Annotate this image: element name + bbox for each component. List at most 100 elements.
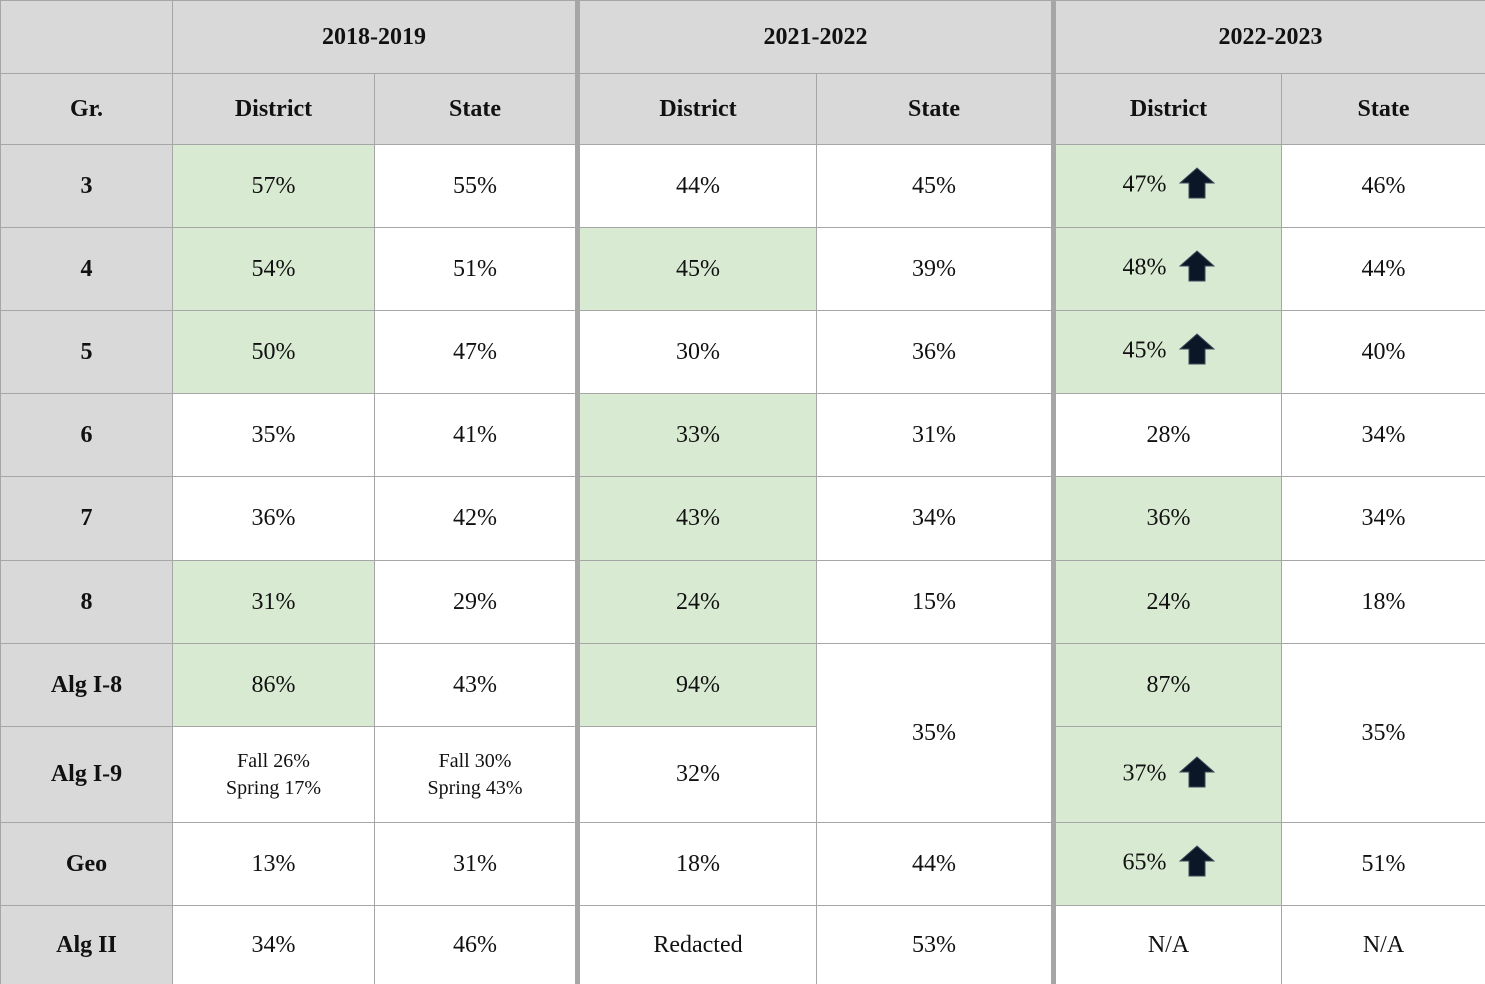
cell-text: 55% — [453, 172, 497, 199]
cell-text: 24% — [1146, 588, 1191, 615]
cell-text: N/A — [1362, 931, 1405, 958]
data-row: 5 50% 47% 30% 36% 45% 40% — [0, 310, 1485, 394]
value-cell: 24% — [577, 560, 817, 644]
column-header: District — [577, 73, 817, 145]
cell-text: 47% — [1122, 171, 1167, 198]
cell-text: 46% — [453, 931, 497, 958]
cell-text: 50% — [251, 338, 296, 365]
value-cell: 51% — [374, 227, 578, 311]
value-cell: 43% — [374, 643, 578, 727]
cell-text: 28% — [1146, 421, 1191, 448]
cell-text: 40% — [1361, 338, 1406, 365]
cell-text: 24% — [676, 588, 720, 615]
cell-text: 54% — [251, 255, 296, 282]
value-cell: Fall 26% Spring 17% — [172, 726, 375, 823]
value-cell: 45% — [577, 227, 817, 311]
cell-text: N/A — [1147, 931, 1190, 958]
grade-cell: Alg I-8 — [0, 643, 173, 727]
cell-text: 15% — [912, 588, 956, 615]
value-cell: 45% — [816, 144, 1054, 228]
up-arrow — [1178, 167, 1215, 199]
grade-cell: 8 — [0, 560, 173, 644]
data-row: Alg I-8 86% 43% 94% 35% 87% 35% — [0, 643, 1485, 823]
value-cell: 36% — [1053, 476, 1282, 561]
cell-text: 35% — [251, 421, 296, 448]
cell-text: 34% — [1361, 505, 1406, 531]
cell-text: 35% — [912, 719, 956, 746]
cell-text: 31% — [912, 421, 956, 448]
value-cell: 29% — [374, 560, 578, 644]
value-cell: 86% — [172, 643, 375, 727]
corner-cell — [0, 0, 173, 74]
column-header: Gr. — [0, 73, 173, 145]
cell-text: 30% — [676, 338, 720, 365]
value-cell: 44% — [1281, 227, 1485, 311]
cell-text: 41% — [453, 421, 497, 448]
value-cell: 31% — [374, 822, 578, 906]
cell-text: Redacted — [653, 931, 743, 958]
value-cell: 57% — [172, 144, 375, 228]
value-cell: 42% — [374, 476, 578, 561]
value-cell: 50% — [172, 310, 375, 394]
cell-text: 33% — [676, 421, 720, 448]
data-row: Alg II 34% 46% Redacted 53% N/A N/A — [0, 905, 1485, 984]
cell-text: 36% — [1146, 505, 1191, 531]
cell-text: 34% — [912, 505, 956, 531]
grade-cell: 7 — [0, 476, 173, 561]
grade-cell: 5 — [0, 310, 173, 394]
value-cell: 13% — [172, 822, 375, 906]
cell-text: 39% — [912, 255, 956, 282]
cell-text: 48% — [1122, 254, 1167, 281]
cell-text: 18% — [676, 850, 720, 877]
value-cell: 28% — [1053, 393, 1282, 477]
value-cell: 30% — [577, 310, 817, 394]
header-row: 2018-2019 2021-2022 2022-2023 — [0, 0, 1485, 74]
value-cell: 43% — [577, 476, 817, 561]
grade-cell: 4 — [0, 227, 173, 311]
value-cell: Fall 30% Spring 43% — [374, 726, 578, 823]
grade-cell: 3 — [0, 144, 173, 228]
value-cell: 34% — [172, 905, 375, 984]
year-header: 2021-2022 — [577, 0, 1054, 74]
value-cell: 65% — [1053, 822, 1282, 906]
cell-line: Fall 30% — [438, 749, 512, 772]
value-cell: N/A — [1053, 905, 1282, 984]
value-cell: 34% — [1281, 393, 1485, 477]
column-header: District — [1053, 73, 1282, 145]
value-cell: 51% — [1281, 822, 1485, 906]
cell-text: 31% — [453, 850, 497, 877]
cell-text: 45% — [676, 255, 720, 282]
column-header: District — [172, 73, 375, 145]
cell-text: 51% — [1361, 850, 1406, 877]
cell-text: 31% — [251, 588, 296, 615]
value-cell: 48% — [1053, 227, 1282, 311]
data-row: 3 57% 55% 44% 45% 47% 46% — [0, 144, 1485, 228]
value-cell: 37% — [1053, 726, 1282, 823]
cell-text: 94% — [676, 671, 720, 698]
cell-text: 44% — [1361, 255, 1406, 282]
cell-text: 42% — [453, 505, 497, 531]
cell-text: 34% — [1361, 421, 1406, 448]
value-cell: 47% — [1053, 144, 1282, 228]
value-cell: 53% — [816, 905, 1054, 984]
data-row: 6 35% 41% 33% 31% 28% 34% — [0, 393, 1485, 477]
cell-text: 45% — [1122, 337, 1167, 364]
value-cell: 44% — [577, 144, 817, 228]
cell-text: 13% — [251, 850, 296, 877]
grade-cell: Geo — [0, 822, 173, 906]
cell-text: 43% — [676, 505, 720, 531]
cell-line: Spring 17% — [226, 776, 321, 799]
value-cell: 34% — [816, 476, 1054, 561]
value-cell: 18% — [1281, 560, 1485, 644]
value-cell: 47% — [374, 310, 578, 394]
value-cell: 44% — [816, 822, 1054, 906]
cell-text: 43% — [453, 671, 497, 698]
column-header: State — [374, 73, 578, 145]
year-header: 2022-2023 — [1053, 0, 1485, 74]
up-arrow — [1178, 755, 1215, 787]
value-cell: 32% — [577, 726, 817, 823]
value-cell: 41% — [374, 393, 578, 477]
value-cell: 33% — [577, 393, 817, 477]
value-cell: 35% — [816, 643, 1054, 823]
